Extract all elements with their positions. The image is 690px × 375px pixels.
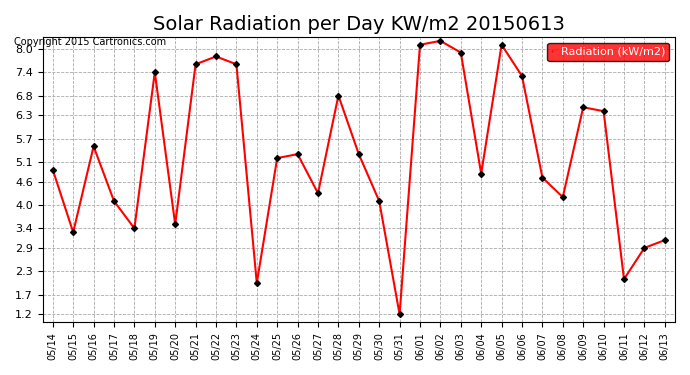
Title: Solar Radiation per Day KW/m2 20150613: Solar Radiation per Day KW/m2 20150613 [153, 15, 564, 34]
Text: Copyright 2015 Cartronics.com: Copyright 2015 Cartronics.com [14, 37, 166, 47]
Legend: Radiation (kW/m2): Radiation (kW/m2) [547, 42, 669, 62]
